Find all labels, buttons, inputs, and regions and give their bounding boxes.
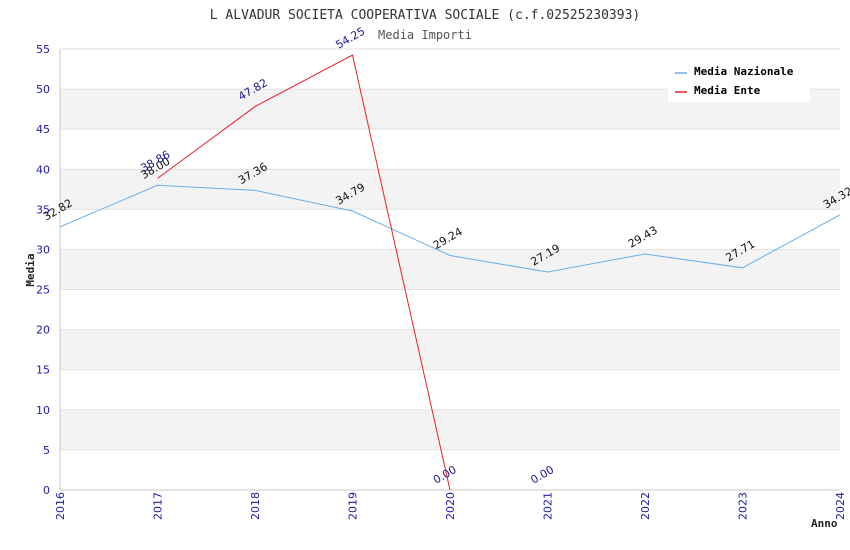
data-label: 0.00: [529, 463, 557, 487]
y-tick-label: 10: [36, 404, 50, 417]
x-axis-title: Anno: [811, 517, 838, 530]
data-label: 0.00: [431, 463, 459, 487]
series-line-media-ente: [157, 54, 451, 491]
x-tick-label: 2023: [737, 492, 750, 520]
y-tick-label: 30: [36, 243, 50, 256]
y-tick-label: 0: [43, 484, 50, 497]
y-tick-label: 45: [36, 123, 50, 136]
data-label: 32.82: [41, 196, 75, 223]
chart-subtitle: Media Importi: [378, 28, 472, 42]
x-tick-label: 2018: [249, 492, 262, 520]
y-tick-label: 40: [36, 163, 50, 176]
y-tick-label: 55: [36, 43, 50, 56]
grid-band: [60, 169, 840, 210]
chart-title: L ALVADUR SOCIETA COOPERATIVA SOCIALE (c…: [210, 8, 640, 23]
x-tick-label: 2021: [542, 492, 555, 520]
y-tick-label: 35: [36, 203, 50, 216]
data-label: 29.24: [431, 225, 465, 252]
y-tick-label: 50: [36, 83, 50, 96]
y-tick-label: 25: [36, 284, 50, 297]
data-label: 54.25: [334, 25, 368, 52]
y-tick-label: 5: [43, 444, 50, 457]
y-axis-title: Media: [24, 253, 37, 286]
y-tick-label: 15: [36, 364, 50, 377]
x-tick-label: 2016: [54, 492, 67, 520]
legend-label-media-ente: Media Ente: [694, 84, 761, 97]
x-tick-label: 2017: [152, 492, 165, 520]
x-tick-labels: 2016 2017 2018 2019 2020 2021 2022 2023 2024: [54, 492, 847, 520]
x-tick-label: 2024: [834, 492, 847, 520]
grid-band: [60, 249, 840, 290]
grid-lines: [60, 48, 840, 451]
x-tick-label: 2020: [444, 492, 457, 520]
x-tick-label: 2022: [639, 492, 652, 520]
x-tick-label: 2019: [347, 492, 360, 520]
legend-label-media-nazionale: Media Nazionale: [694, 65, 794, 78]
plot-background-bands: [60, 89, 840, 450]
grid-band: [60, 329, 840, 370]
y-tick-labels: 0 5 10 15 20 25 30 35 40 45 50 55: [36, 43, 50, 497]
series-lines: [59, 54, 841, 491]
legend: Media Nazionale Media Ente: [668, 60, 810, 102]
series-line-media-nazionale: [59, 184, 841, 273]
data-label: 29.43: [626, 224, 660, 251]
y-tick-label: 20: [36, 324, 50, 337]
legend-box: [668, 60, 810, 102]
grid-band: [60, 409, 840, 450]
